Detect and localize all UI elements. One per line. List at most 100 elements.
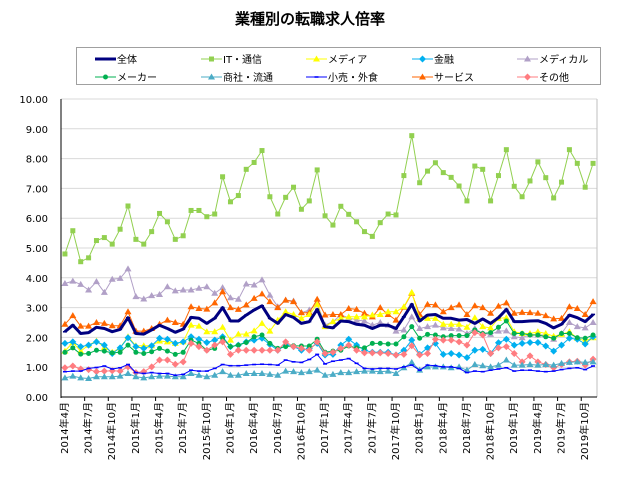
data-point (69, 372, 77, 379)
data-point (211, 299, 219, 306)
data-point (102, 365, 107, 367)
data-point (425, 168, 431, 174)
data-point (455, 301, 463, 308)
data-point (354, 323, 359, 326)
y-tick-label: 8.00 (26, 155, 48, 166)
data-point (61, 279, 69, 286)
legend-box (76, 47, 601, 85)
data-point (219, 323, 227, 330)
data-point (511, 331, 517, 337)
data-point (337, 310, 345, 317)
data-point (504, 366, 509, 369)
data-point (330, 327, 335, 329)
data-point (376, 319, 384, 325)
data-point (258, 290, 266, 297)
data-point (393, 212, 399, 218)
data-point (535, 159, 541, 165)
legend-item: サービス (412, 72, 474, 84)
data-point (62, 349, 68, 355)
data-point (61, 374, 69, 381)
data-point (251, 334, 257, 340)
data-point (345, 369, 353, 376)
legend-item: 全体 (95, 53, 137, 66)
data-point (566, 331, 572, 337)
data-point (171, 287, 179, 294)
data-point (456, 333, 462, 339)
data-point (591, 313, 596, 316)
data-point (409, 364, 414, 366)
data-point (526, 352, 534, 360)
data-point (220, 174, 226, 180)
data-point (78, 259, 84, 265)
data-point (93, 347, 99, 353)
data-point (542, 312, 550, 319)
data-point (567, 367, 572, 370)
data-point (291, 316, 296, 319)
data-point (171, 319, 179, 325)
data-point (479, 331, 487, 339)
data-point (297, 369, 305, 376)
data-point (226, 371, 234, 378)
data-point (163, 356, 171, 364)
data-point (110, 368, 115, 370)
data-point (558, 314, 566, 321)
data-point (519, 331, 525, 337)
data-point (519, 194, 525, 200)
data-point (386, 367, 391, 370)
data-point (219, 338, 227, 346)
data-point (196, 370, 201, 372)
data-point (527, 178, 533, 184)
data-point (449, 317, 454, 320)
data-point (297, 309, 305, 316)
data-point (321, 371, 329, 378)
data-point (124, 265, 132, 272)
data-point (512, 320, 517, 323)
data-point (179, 358, 187, 366)
data-point (408, 342, 416, 350)
data-point (156, 356, 164, 364)
y-tick-label: 0.00 (26, 393, 48, 404)
data-point (392, 369, 400, 376)
data-point (441, 366, 446, 368)
data-point (432, 332, 438, 338)
data-point (69, 338, 77, 346)
data-point (195, 335, 203, 343)
legend-marker (313, 55, 320, 62)
data-point (133, 332, 138, 335)
data-point (494, 361, 502, 368)
legend-label: メーカー (117, 72, 157, 84)
data-point (463, 323, 471, 330)
data-point (551, 327, 556, 329)
data-point (440, 170, 446, 176)
data-point (313, 338, 321, 346)
data-point (582, 335, 588, 341)
data-point (471, 361, 479, 368)
data-point (92, 373, 100, 380)
data-point (305, 310, 313, 317)
data-point (140, 374, 148, 381)
data-point (369, 233, 375, 239)
data-point (203, 338, 211, 346)
data-point (108, 322, 116, 329)
data-point (368, 311, 376, 318)
data-point (590, 160, 596, 166)
data-point (464, 371, 469, 374)
data-point (360, 349, 368, 357)
data-point (439, 320, 447, 327)
data-point (149, 371, 154, 374)
data-point (258, 369, 266, 376)
data-point (510, 333, 518, 340)
data-point (108, 275, 116, 282)
data-point (472, 163, 478, 169)
data-point (457, 319, 462, 321)
series-line (63, 302, 595, 336)
legend-item: その他 (517, 71, 569, 84)
data-point (433, 364, 438, 367)
data-point (558, 341, 566, 349)
data-point (305, 368, 313, 375)
data-point (353, 346, 361, 354)
data-point (188, 207, 194, 213)
data-point (195, 371, 203, 378)
data-point (187, 303, 195, 310)
data-point (266, 346, 274, 354)
